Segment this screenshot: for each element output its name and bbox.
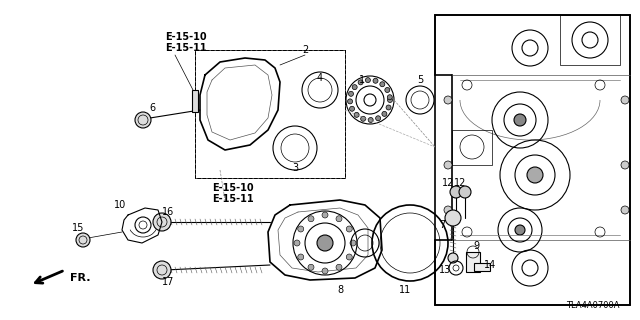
Text: 5: 5 [417,75,423,85]
Text: TLA4A0700A: TLA4A0700A [566,301,620,310]
Text: 16: 16 [162,207,174,217]
Circle shape [444,96,452,104]
Circle shape [444,206,452,214]
Bar [474,263,490,271]
Circle shape [346,226,352,232]
Bar [195,50,345,178]
Text: 11: 11 [399,285,411,295]
Circle shape [514,114,526,126]
Circle shape [349,106,355,111]
Text: 12: 12 [454,178,466,188]
Circle shape [361,116,365,121]
Text: 8: 8 [337,285,343,295]
Text: 10: 10 [114,200,126,210]
Text: E-15-10: E-15-10 [212,183,253,193]
Bar [466,252,480,272]
Bar [560,15,620,65]
Circle shape [298,226,304,232]
Circle shape [76,233,90,247]
Text: 2: 2 [302,45,308,55]
Circle shape [322,268,328,274]
Circle shape [621,161,629,169]
Circle shape [515,225,525,235]
Circle shape [294,240,300,246]
Bar [192,90,198,112]
Text: 13: 13 [439,265,451,275]
Circle shape [385,87,390,92]
Circle shape [387,95,392,100]
Circle shape [135,112,151,128]
Circle shape [621,96,629,104]
Circle shape [459,186,471,198]
Circle shape [317,235,333,251]
Circle shape [348,99,353,104]
Circle shape [365,78,371,83]
Circle shape [621,206,629,214]
Circle shape [308,216,314,222]
Circle shape [450,186,462,198]
Circle shape [368,117,373,123]
Text: 15: 15 [72,223,84,233]
Text: 6: 6 [149,103,155,113]
Bar [435,15,630,305]
Text: 7: 7 [439,220,445,230]
Circle shape [348,91,353,96]
Text: 12: 12 [442,178,454,188]
Circle shape [373,78,378,83]
Circle shape [352,85,357,90]
Text: 1: 1 [359,75,365,85]
Circle shape [448,253,458,263]
Bar [452,130,492,165]
Circle shape [354,112,359,117]
Circle shape [336,264,342,270]
Circle shape [380,82,385,87]
Circle shape [445,210,461,226]
Text: 17: 17 [162,277,174,287]
Circle shape [358,80,363,85]
Circle shape [336,216,342,222]
Text: 3: 3 [292,163,298,173]
Circle shape [153,261,171,279]
Circle shape [308,264,314,270]
Circle shape [387,98,392,102]
Circle shape [444,161,452,169]
Bar [195,50,345,178]
Circle shape [386,105,391,110]
Text: E-15-10: E-15-10 [165,32,207,42]
Circle shape [153,213,171,231]
Circle shape [527,167,543,183]
Circle shape [298,254,304,260]
Text: E-15-11: E-15-11 [212,194,253,204]
Circle shape [350,240,356,246]
Text: E-15-11: E-15-11 [165,43,207,53]
Text: 9: 9 [473,241,479,251]
Circle shape [382,111,387,116]
Text: FR.: FR. [70,273,90,283]
Text: 4: 4 [317,73,323,83]
Circle shape [322,212,328,218]
Text: 14: 14 [484,260,496,270]
Circle shape [376,116,381,121]
Circle shape [346,254,352,260]
